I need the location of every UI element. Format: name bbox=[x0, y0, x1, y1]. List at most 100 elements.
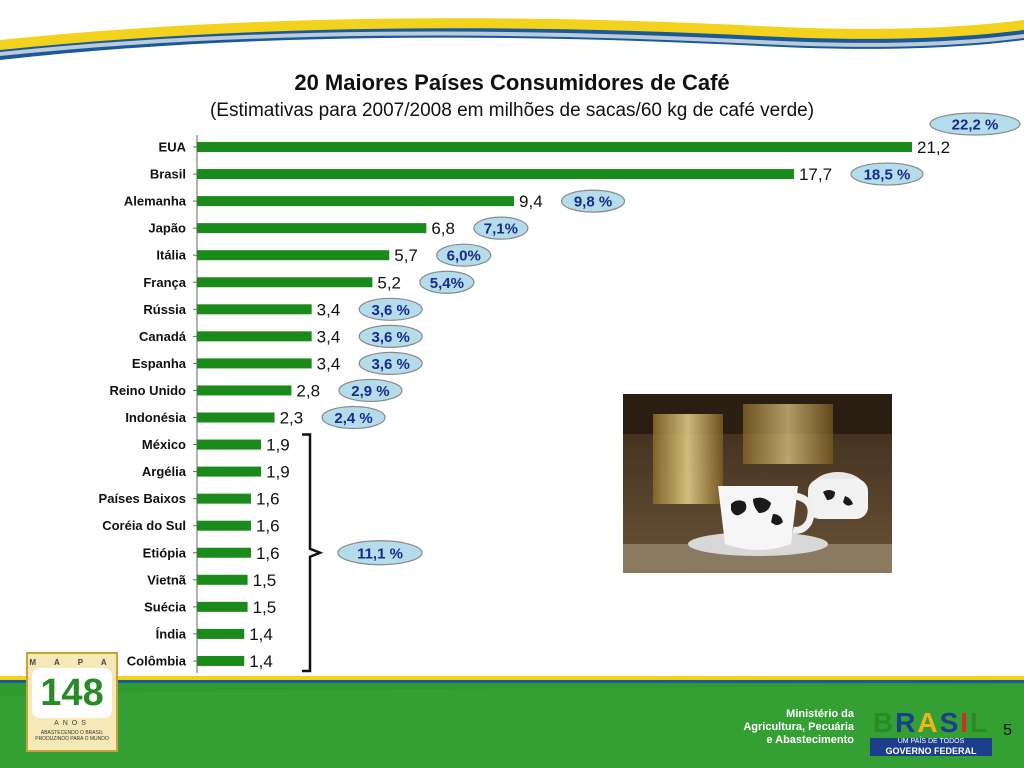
share-pill bbox=[473, 216, 529, 240]
value-label: 1,9 bbox=[266, 463, 290, 482]
bar bbox=[197, 250, 390, 261]
category-label: Etiópia bbox=[143, 545, 187, 560]
bar bbox=[197, 412, 275, 423]
share-pill bbox=[436, 243, 492, 267]
category-label: Japão bbox=[148, 221, 186, 236]
category-label: Indonésia bbox=[125, 410, 186, 425]
bar bbox=[197, 277, 373, 288]
category-label: Países Baixos bbox=[99, 491, 186, 506]
category-label: França bbox=[143, 275, 186, 290]
bar bbox=[197, 520, 251, 531]
bar bbox=[197, 439, 262, 450]
share-pill bbox=[321, 405, 386, 430]
value-label: 3,4 bbox=[317, 354, 341, 373]
bar bbox=[197, 358, 312, 369]
bar bbox=[197, 547, 251, 558]
group-share-label: 11,1 % bbox=[357, 545, 403, 562]
share-label: 2,9 % bbox=[351, 383, 389, 400]
ministry-name: Ministério da Agricultura, Pecuária e Ab… bbox=[743, 708, 854, 747]
bar bbox=[197, 304, 312, 315]
share-label: 2,4 % bbox=[334, 410, 372, 427]
bar bbox=[197, 169, 794, 180]
share-pill bbox=[338, 378, 403, 403]
page-number: 5 bbox=[1003, 722, 1012, 739]
share-pill bbox=[560, 189, 626, 213]
brasil-logo-letter: A bbox=[917, 707, 940, 738]
espresso-cups-photo bbox=[623, 394, 892, 573]
bar bbox=[197, 331, 312, 342]
bar bbox=[197, 196, 515, 207]
value-label: 21,2 bbox=[917, 138, 950, 157]
category-label: México bbox=[142, 437, 186, 452]
value-label: 3,4 bbox=[317, 300, 341, 319]
brasil-logo-letter: S bbox=[939, 707, 961, 738]
category-label: EUA bbox=[159, 140, 187, 155]
value-label: 1,4 bbox=[249, 652, 273, 671]
bar bbox=[197, 223, 427, 234]
brasil-logo-tagline: UM PAÍS DE TODOS bbox=[870, 738, 992, 746]
share-label: 22,2 % bbox=[952, 117, 999, 134]
value-label: 3,4 bbox=[317, 327, 341, 346]
category-label: Alemanha bbox=[124, 194, 187, 209]
value-label: 6,8 bbox=[431, 219, 455, 238]
mapa-148-anos-logo: M A P A 148 ANOS ABASTECENDO O BRASIL PR… bbox=[26, 652, 118, 752]
bar bbox=[197, 628, 245, 639]
brasil-logo-letter: I bbox=[960, 707, 971, 738]
share-pill bbox=[419, 270, 475, 294]
share-pill bbox=[850, 162, 924, 186]
share-label: 9,8 % bbox=[574, 194, 612, 211]
share-label: 7,1% bbox=[484, 221, 518, 238]
ministry-line-2: Agricultura, Pecuária bbox=[743, 721, 854, 733]
share-label: 18,5 % bbox=[864, 167, 911, 184]
share-pill bbox=[358, 324, 423, 348]
value-label: 1,6 bbox=[256, 517, 280, 536]
value-label: 5,7 bbox=[394, 246, 418, 265]
mapa-logo-top: M A P A bbox=[29, 658, 115, 667]
value-label: 1,5 bbox=[253, 571, 277, 590]
bar bbox=[197, 601, 248, 612]
value-label: 1,6 bbox=[256, 490, 280, 509]
bar bbox=[197, 655, 245, 666]
mapa-logo-number: 148 bbox=[32, 668, 112, 718]
brasil-logo-letter: L bbox=[970, 707, 990, 738]
share-label: 5,4% bbox=[430, 275, 464, 292]
mapa-logo-subtitle: ABASTECENDO O BRASIL PRODUZINDO PARA O M… bbox=[35, 730, 109, 742]
ministry-line-1: Ministério da bbox=[786, 708, 854, 720]
category-label: Brasil bbox=[150, 167, 186, 182]
mapa-logo-anos: ANOS bbox=[54, 720, 90, 727]
category-label: Canadá bbox=[139, 329, 187, 344]
category-label: Vietnã bbox=[147, 572, 187, 587]
brasil-logo-letter: R bbox=[895, 707, 918, 738]
share-label: 3,6 % bbox=[371, 302, 409, 319]
share-pill bbox=[929, 112, 1021, 136]
chart-title: 20 Maiores Países Consumidores de Café bbox=[294, 70, 730, 95]
brasil-logo-letter: B bbox=[872, 707, 896, 738]
share-label: 3,6 % bbox=[371, 356, 409, 373]
group-bracket bbox=[302, 433, 324, 673]
footer-band bbox=[0, 676, 1024, 768]
share-label: 6,0% bbox=[447, 248, 481, 265]
share-pill bbox=[358, 351, 423, 375]
header-wave-band bbox=[0, 18, 1024, 60]
category-label: Suécia bbox=[144, 599, 187, 614]
category-label: Colômbia bbox=[127, 653, 187, 668]
value-label: 1,9 bbox=[266, 436, 290, 455]
bar bbox=[197, 142, 912, 152]
category-label: Reino Unido bbox=[109, 383, 186, 398]
value-label: 2,3 bbox=[280, 409, 304, 428]
chart-subtitle: (Estimativas para 2007/2008 em milhões d… bbox=[209, 100, 815, 121]
category-label: Argélia bbox=[142, 464, 187, 479]
bar bbox=[197, 385, 292, 396]
category-label: Coréia do Sul bbox=[102, 518, 186, 533]
category-label: Itália bbox=[156, 248, 186, 263]
category-label: Rússia bbox=[143, 302, 186, 317]
bar bbox=[197, 466, 262, 477]
value-label: 17,7 bbox=[799, 165, 832, 184]
share-pill bbox=[358, 297, 423, 321]
value-label: 1,5 bbox=[253, 598, 277, 617]
value-label: 1,4 bbox=[249, 625, 273, 644]
category-label: Espanha bbox=[132, 356, 187, 371]
